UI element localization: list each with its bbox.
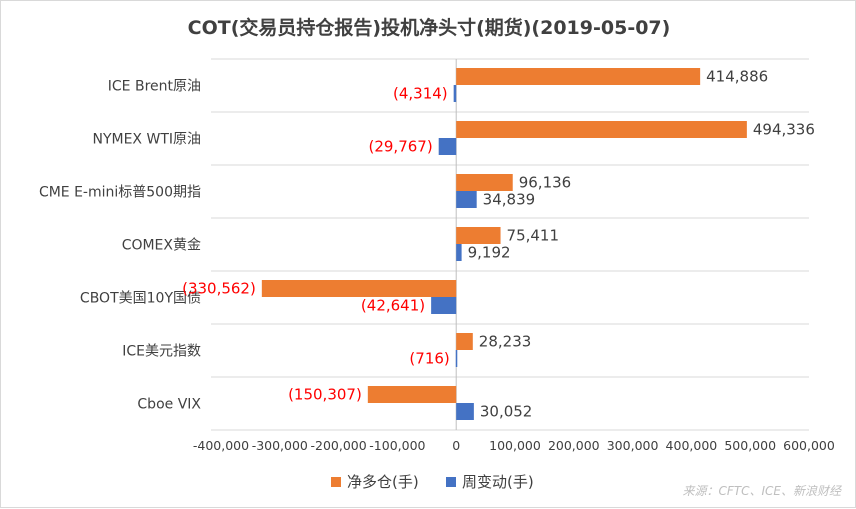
data-label: (42,641): [361, 297, 425, 315]
legend: 净多仓(手) 周变动(手): [331, 473, 534, 491]
x-tick-label: 500,000: [724, 438, 776, 453]
x-tick-label: 200,000: [548, 438, 600, 453]
category-label: ICE美元指数: [122, 344, 201, 360]
x-tick-label: -300,000: [252, 438, 308, 453]
data-label: 9,192: [468, 244, 511, 262]
bar-net-long: [367, 386, 457, 403]
bar-weekly-change: [438, 138, 457, 155]
source-note: 来源：CFTC、ICE、新浪财经: [683, 484, 843, 498]
bar-weekly-change: [431, 297, 457, 314]
data-label: 414,886: [706, 68, 768, 86]
data-label: (150,307): [288, 386, 362, 404]
category-label: COMEX黄金: [122, 237, 201, 254]
category-label: CME E-mini标普500期指: [39, 185, 201, 201]
data-label: 34,839: [483, 191, 535, 209]
bar-net-long: [456, 121, 747, 138]
data-label: 96,136: [519, 174, 572, 192]
bar-weekly-change: [456, 244, 462, 261]
data-label: 75,411: [507, 227, 559, 245]
bars-layer: [261, 68, 747, 420]
bar-net-long: [456, 227, 501, 244]
chart-title: COT(交易员持仓报告)投机净头寸(期货)(2019-05-07): [188, 16, 671, 39]
bar-net-long: [456, 68, 701, 85]
bar-net-long: [456, 174, 513, 191]
x-tick-label: -100,000: [369, 438, 425, 453]
data-label: (4,314): [393, 85, 448, 103]
data-labels: 414,886 (4,314) 494,336 (29,767) 96,13634,83…: [182, 68, 815, 421]
category-label: NYMEX WTI原油: [92, 132, 201, 148]
bar-weekly-change: [455, 350, 458, 367]
x-tick-label: 100,000: [489, 438, 541, 453]
legend-swatch-net-long: [331, 477, 341, 487]
category-label: Cboe VIX: [137, 397, 201, 413]
bar-weekly-change: [453, 85, 457, 102]
x-tick-label: 400,000: [666, 438, 718, 453]
data-label: (330,562): [182, 280, 256, 298]
x-tick-label: 300,000: [607, 438, 659, 453]
data-label: 494,336: [753, 121, 815, 139]
x-tick-label: -400,000: [193, 438, 249, 453]
data-label: (29,767): [368, 138, 432, 156]
bar-weekly-change: [456, 191, 477, 208]
bar-weekly-change: [456, 403, 474, 420]
data-label: 28,233: [479, 333, 532, 351]
legend-label-weekly-change: 周变动(手): [462, 473, 534, 491]
category-labels: ICE Brent原油 NYMEX WTI原油 CME E-mini标普500期指 C…: [39, 79, 201, 413]
data-label: 30,052: [480, 403, 533, 421]
category-label: CBOT美国10Y国债: [80, 291, 201, 307]
category-label: ICE Brent原油: [108, 79, 201, 95]
data-label: (716): [409, 350, 449, 368]
x-tick-label: 600,000: [783, 438, 835, 453]
x-tick-label: 0: [452, 438, 460, 453]
bar-net-long: [261, 280, 457, 297]
legend-label-net-long: 净多仓(手): [347, 473, 419, 491]
x-axis-ticks: -400,000 -300,000 -200,000 -100,000 0 100,000…: [193, 438, 835, 453]
legend-swatch-weekly-change: [446, 477, 456, 487]
bar-net-long: [456, 333, 473, 350]
x-tick-label: -200,000: [310, 438, 366, 453]
